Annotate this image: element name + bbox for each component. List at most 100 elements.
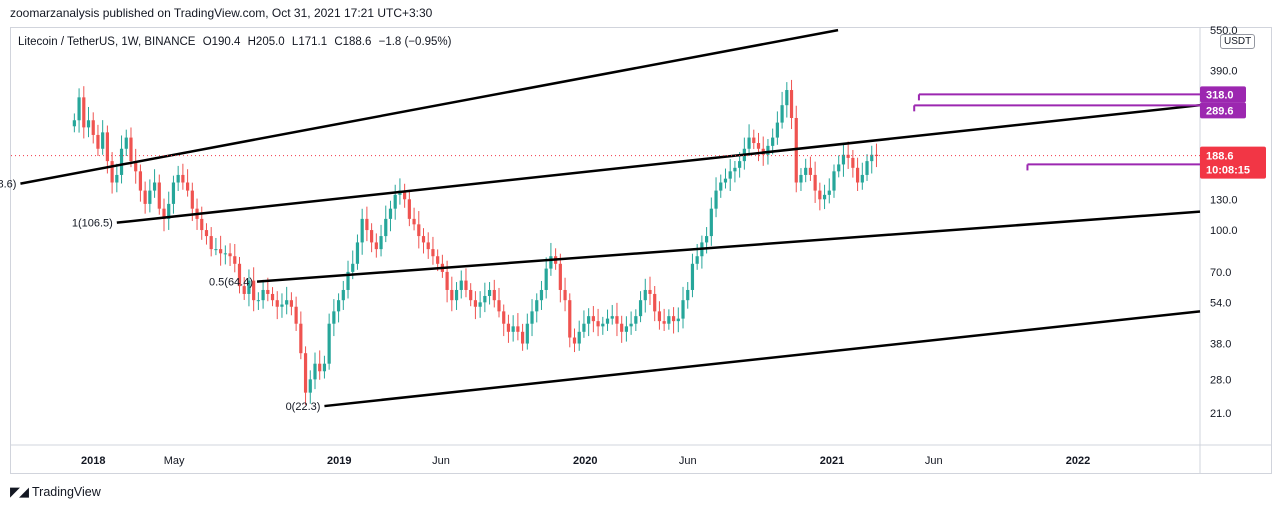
candle-body	[223, 253, 227, 255]
candle-body	[469, 289, 473, 301]
candle-body	[412, 218, 416, 225]
candle-body	[492, 289, 496, 301]
candle-body	[789, 90, 794, 118]
candle-body	[874, 154, 879, 157]
candle-body	[355, 242, 360, 264]
candle-body	[275, 300, 279, 307]
ohlc-high: H205.0	[247, 36, 285, 48]
candle-body	[671, 316, 676, 322]
y-tick-label: 70.0	[1210, 267, 1231, 279]
candle-body	[520, 331, 525, 344]
candle-body	[530, 311, 534, 324]
candle-body	[615, 316, 619, 324]
candle-body	[662, 321, 666, 324]
candle-body	[101, 132, 105, 149]
candle-body	[596, 321, 600, 327]
candle-body	[346, 271, 350, 290]
candle-body	[228, 253, 232, 257]
candle-body	[719, 182, 723, 191]
candle-body	[478, 302, 482, 307]
candle-body	[138, 171, 143, 191]
candle-body	[393, 194, 397, 209]
y-tick-label: 28.0	[1210, 374, 1231, 386]
candle-body	[629, 323, 633, 327]
candle-body	[190, 190, 194, 209]
candle-body	[695, 256, 699, 264]
candle-body	[506, 323, 511, 332]
candle-body	[502, 311, 506, 324]
candle-body	[723, 178, 728, 183]
candle-body	[601, 323, 605, 327]
ohlc-open: O190.4	[202, 36, 241, 48]
fib-channel-line	[256, 210, 1201, 283]
chart-frame	[10, 27, 1272, 474]
currency-button[interactable]: USDT	[1220, 34, 1256, 49]
candle-body	[653, 293, 657, 312]
candle-body	[766, 145, 770, 155]
candle-body	[841, 154, 846, 165]
level-badge-text: 318.0	[1206, 89, 1234, 101]
candle-body	[450, 289, 454, 301]
candle-body	[487, 289, 492, 296]
candle-body	[558, 263, 562, 290]
candle-body	[152, 182, 157, 191]
candle-body	[214, 249, 218, 251]
candle-body	[261, 289, 265, 301]
candle-body	[96, 134, 100, 149]
x-tick-label: Jun	[925, 455, 943, 467]
candle-body	[733, 167, 737, 172]
candle-body	[577, 331, 581, 344]
candle-body	[336, 300, 341, 312]
candle-body	[86, 120, 91, 128]
fib-channel-label: 1.5(148.6)	[0, 179, 16, 191]
fib-channel-label: 0(22.3)	[286, 401, 321, 413]
candle-body	[285, 300, 289, 305]
candle-body	[473, 300, 478, 307]
candle-body	[799, 174, 803, 183]
candle-body	[148, 190, 152, 204]
candle-body	[370, 230, 374, 243]
candle-body	[407, 199, 411, 219]
candle-body	[459, 280, 463, 290]
candle-body	[134, 161, 138, 172]
x-tick-label: 2021	[820, 455, 844, 467]
symbol-legend[interactable]: Litecoin / TetherUS, 1W, BINANCE O190.4 …	[18, 36, 456, 48]
last-price-text: 188.6	[1206, 151, 1234, 163]
candle-body	[431, 249, 435, 257]
y-tick-label: 130.0	[1210, 194, 1238, 206]
level-badge-text: 289.6	[1206, 105, 1234, 117]
x-tick-label: 2020	[573, 455, 597, 467]
candle-body	[181, 174, 185, 183]
y-tick-label: 550.0	[1210, 25, 1238, 37]
candle-body	[549, 256, 553, 269]
candle-body	[332, 311, 336, 324]
candle-body	[365, 218, 369, 231]
candle-body	[185, 182, 190, 191]
candle-body	[690, 263, 695, 290]
candle-body	[436, 256, 440, 264]
candle-body	[624, 326, 628, 332]
tradingview-footer[interactable]: ◤◢ TradingView	[10, 484, 101, 500]
candle-body	[167, 203, 171, 219]
tradingview-logo-icon: ◤◢	[10, 484, 29, 499]
y-tick-label: 390.0	[1210, 65, 1238, 77]
tradingview-brand: TradingView	[32, 485, 101, 499]
y-tick-label: 100.0	[1210, 225, 1238, 237]
candle-body	[483, 295, 487, 303]
candle-body	[846, 154, 850, 158]
candle-body	[454, 289, 459, 301]
candle-body	[313, 363, 317, 380]
candle-body	[681, 300, 685, 319]
candle-body	[780, 105, 784, 123]
y-tick-label: 38.0	[1210, 339, 1231, 351]
candle-body	[855, 167, 860, 183]
candle-body	[219, 249, 223, 254]
candle-body	[403, 190, 407, 200]
candle-body	[374, 242, 378, 250]
candle-body	[860, 174, 864, 183]
candle-body	[426, 242, 430, 250]
candle-body	[535, 300, 539, 312]
candle-body	[417, 224, 421, 237]
candle-body	[667, 316, 671, 324]
